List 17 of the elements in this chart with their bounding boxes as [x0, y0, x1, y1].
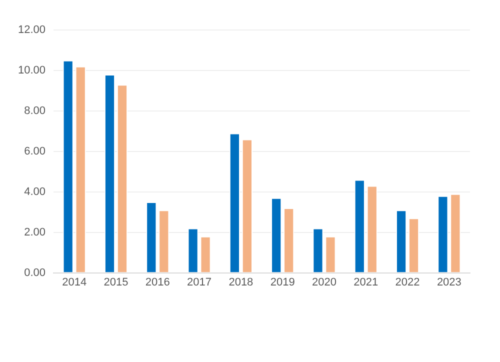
x-tick-label: 2017 [187, 276, 212, 288]
x-tick-label: 2014 [62, 276, 87, 288]
y-tick-label: 0.00 [24, 266, 46, 279]
y-tick-label: 4.00 [24, 186, 46, 198]
x-tick-label: 2020 [312, 276, 336, 288]
x-tick-label: 2015 [104, 276, 128, 288]
y-tick-label: 6.00 [24, 145, 46, 158]
x-tick-label: 2022 [395, 276, 420, 288]
x-tick-label: 2023 [436, 276, 462, 288]
y-tick-label: 8.00 [24, 104, 46, 117]
x-tick-label: 2018 [228, 276, 254, 288]
y-tick-label: 12.00 [18, 24, 46, 36]
x-tick-label: 2016 [145, 276, 170, 288]
y-tick-label: 10.00 [18, 64, 46, 76]
x-tick-label: 2019 [270, 276, 295, 288]
x-tick-label: 2021 [354, 276, 378, 288]
y-tick-label: 2.00 [24, 226, 46, 238]
